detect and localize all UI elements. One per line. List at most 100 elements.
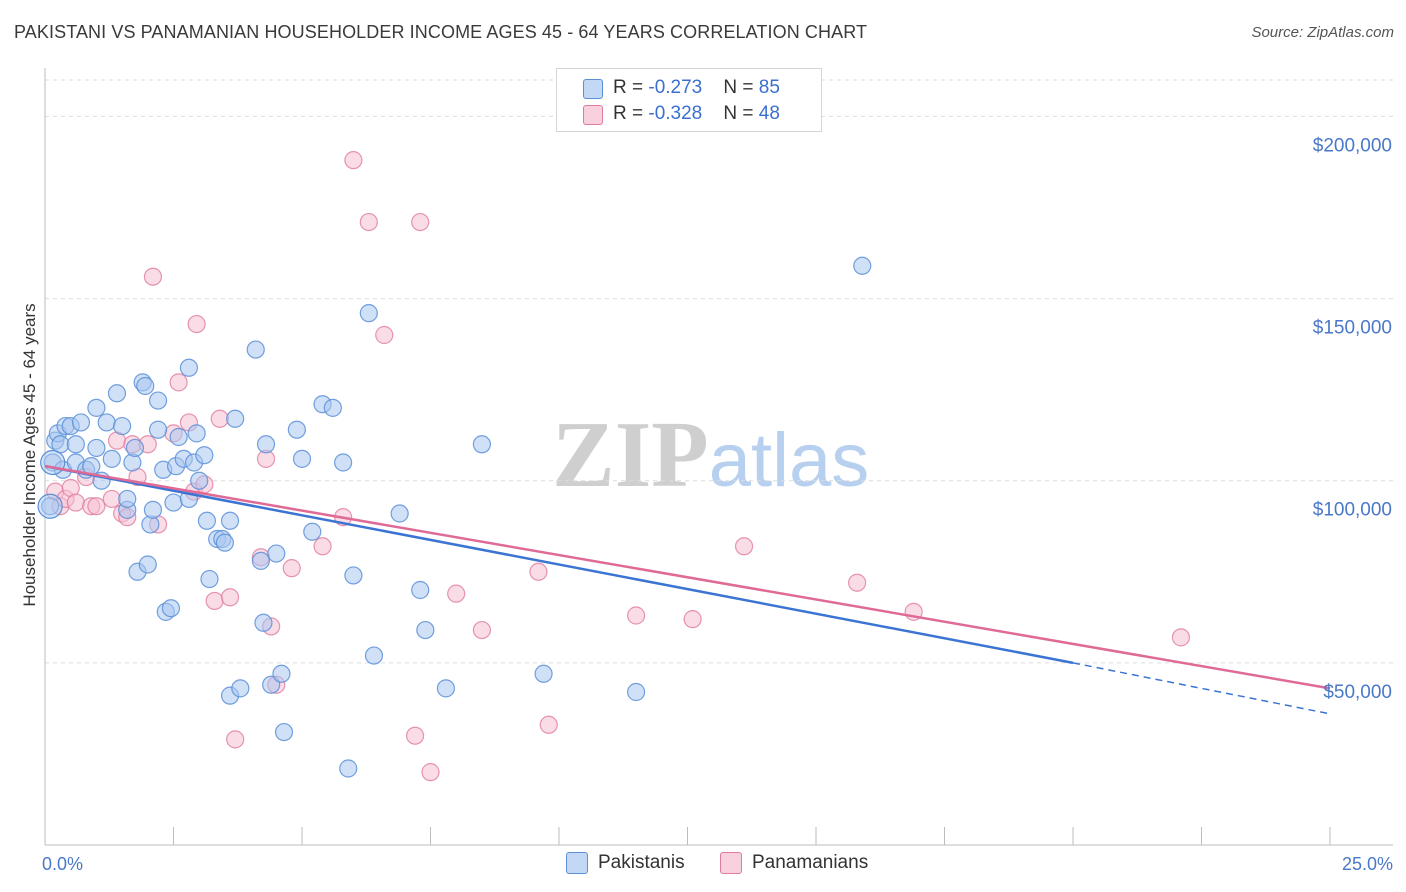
n-label: N = [723, 103, 759, 124]
pakistani-point [102, 449, 121, 468]
pakistanis-trend-extension [1072, 662, 1331, 715]
panamanian-point [220, 588, 240, 607]
correlation-legend: R = -0.273 N = 85 R = -0.328 N = 48 [556, 68, 822, 132]
pakistani-point [272, 664, 291, 683]
pakistani-point [138, 555, 157, 574]
pakistani-point [195, 446, 214, 465]
pakistani-point [274, 722, 294, 742]
pakistani-point [246, 340, 265, 359]
panamanian-point [282, 559, 301, 578]
panamanian-point [143, 267, 163, 286]
panamanian-point [472, 620, 491, 640]
pakistani-point [534, 664, 553, 683]
y-tick-label: $50,000 [1323, 682, 1392, 703]
trend-layer [44, 464, 1331, 715]
panamanian-point [405, 726, 425, 745]
pakistani-point [112, 416, 132, 436]
pakistani-point [87, 438, 106, 458]
panamanian-point [87, 497, 106, 516]
y-tick-label: $100,000 [1313, 500, 1392, 521]
pakistani-point [97, 413, 116, 432]
pakistani-point [169, 427, 188, 447]
pakistani-point [40, 449, 66, 476]
pakistani-point [66, 435, 85, 454]
legend-text-pakistanis: R = -0.273 N = 85 [613, 77, 780, 99]
panamanians-trend-line [44, 464, 1331, 690]
pakistani-point [292, 449, 312, 468]
pakistanis-swatch [566, 852, 588, 874]
y-tick-label: $150,000 [1313, 318, 1392, 339]
pakistani-point [215, 533, 234, 552]
panamanian-point [421, 763, 440, 782]
pakistani-point [364, 646, 384, 665]
pakistani-point [303, 522, 322, 541]
n-value: 48 [758, 103, 780, 124]
panamanian-point [411, 212, 430, 232]
bottom-legend-label: Panamanians [752, 852, 869, 873]
n-value: 85 [758, 77, 780, 98]
pakistani-point [416, 620, 435, 640]
panamanian-point [683, 610, 702, 629]
x-tick-label: 0.0% [42, 854, 83, 874]
pakistani-point [148, 391, 168, 410]
legend-text-panamanians: R = -0.328 N = 48 [613, 103, 780, 125]
pakistani-point [71, 413, 91, 432]
pakistani-point [251, 551, 270, 570]
pakistani-point [287, 420, 306, 439]
pakistani-point [200, 569, 219, 589]
panamanians-swatch [583, 105, 603, 125]
pakistani-point [254, 613, 273, 632]
pakistani-point [143, 500, 163, 519]
label-layer: $50,000 $100,000 $150,000 $200,000 0.0% 25.0%… [20, 135, 1393, 874]
r-label: R = [613, 103, 649, 124]
watermark: ZIPatlas [552, 400, 869, 509]
watermark-zip: ZIP [552, 403, 709, 507]
pakistani-point [187, 424, 206, 443]
panamanian-point [313, 537, 332, 556]
pakistani-point [359, 304, 378, 323]
pakistani-point [161, 599, 181, 618]
x-tick-label: 25.0% [1342, 854, 1393, 874]
panamanian-point [734, 537, 754, 556]
watermark-atlas: atlas [708, 418, 870, 503]
y-axis-title: Householder Income Ages 45 - 64 years [20, 303, 39, 606]
panamanian-point [529, 562, 548, 581]
axis-layer [44, 68, 1393, 846]
pakistanis-swatch [583, 79, 603, 99]
panamanians-swatch [720, 852, 742, 874]
pakistani-point [197, 511, 217, 530]
r-value: -0.273 [648, 77, 703, 98]
panamanian-point [344, 151, 363, 170]
panamanian-point [187, 314, 206, 334]
n-label: N = [723, 77, 759, 98]
pakistani-point [118, 489, 137, 509]
panamanian-point [210, 409, 229, 428]
panamanian-point [169, 373, 188, 392]
panamanian-point [205, 591, 224, 611]
grid-layer [45, 79, 1393, 664]
pakistani-point [334, 453, 353, 472]
r-label: R = [613, 77, 649, 98]
pakistani-point [164, 493, 183, 512]
bottom-legend-label: Pakistanis [598, 852, 685, 873]
pakistani-point [256, 435, 276, 454]
pakistani-point [436, 679, 456, 698]
panamanian-point [66, 493, 85, 512]
panamanian-point [375, 325, 394, 345]
pakistani-point [37, 493, 63, 519]
pakistani-point [344, 566, 363, 585]
pakistani-point [87, 398, 106, 417]
panamanian-point [848, 573, 867, 592]
pakistani-point [411, 580, 430, 600]
pakistani-point [853, 256, 872, 275]
pakistanis-trend-line [44, 464, 1074, 665]
panamanian-point [102, 489, 121, 509]
pakistani-point [339, 759, 358, 778]
source-label: Source: ZipAtlas.com [1251, 24, 1394, 41]
pakistani-point [179, 358, 199, 377]
panamanian-point [626, 606, 646, 625]
pakistani-point [220, 511, 240, 530]
panamanian-point [226, 730, 245, 749]
pakistani-point [267, 544, 286, 563]
